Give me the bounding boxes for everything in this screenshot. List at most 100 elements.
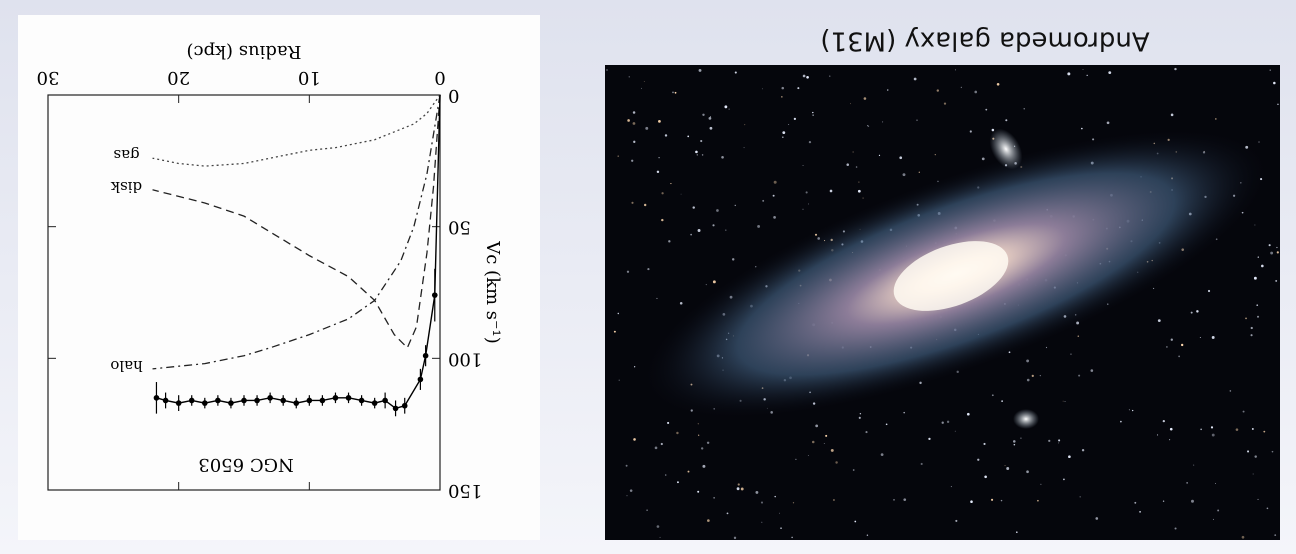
star: [782, 136, 784, 138]
star: [803, 209, 804, 210]
star: [668, 240, 670, 242]
curve-label: halo: [110, 357, 142, 375]
star: [710, 116, 711, 117]
star: [706, 284, 707, 285]
star: [985, 109, 987, 111]
star: [1191, 500, 1194, 503]
star: [1230, 390, 1232, 392]
star: [1236, 428, 1239, 431]
star: [1001, 500, 1002, 501]
star: [916, 120, 917, 121]
curve-label: gas: [113, 146, 139, 164]
curve-label: disk: [110, 178, 142, 196]
star: [1269, 244, 1271, 246]
star: [757, 225, 760, 228]
star: [680, 302, 683, 305]
star: [619, 380, 620, 381]
star: [1275, 280, 1277, 282]
star: [1083, 69, 1084, 70]
star: [1026, 360, 1029, 363]
star: [725, 229, 726, 230]
star: [1254, 455, 1256, 457]
star: [690, 234, 692, 236]
star: [961, 87, 962, 88]
star: [676, 432, 678, 434]
star: [1258, 499, 1259, 500]
star: [1254, 225, 1255, 226]
star: [618, 313, 619, 314]
star: [967, 413, 970, 416]
star: [735, 71, 737, 73]
star: [744, 147, 745, 148]
star: [1005, 465, 1006, 466]
star: [657, 525, 660, 528]
star: [1067, 72, 1070, 75]
star: [825, 435, 827, 437]
star: [856, 166, 858, 168]
star: [970, 130, 972, 132]
star: [1166, 346, 1167, 347]
star: [903, 412, 905, 414]
x-axis-label: Radius (kpc): [186, 41, 301, 62]
star: [735, 205, 736, 206]
star: [797, 87, 799, 89]
star: [1252, 428, 1254, 430]
star: [1217, 509, 1219, 511]
star: [867, 125, 868, 126]
star: [761, 522, 762, 523]
star: [631, 160, 633, 162]
star: [806, 191, 808, 193]
star: [1272, 451, 1274, 453]
star: [947, 421, 949, 423]
star: [702, 154, 703, 155]
star: [1134, 502, 1136, 504]
star: [984, 475, 987, 478]
star: [1087, 75, 1088, 76]
star: [824, 443, 825, 444]
star: [1063, 479, 1065, 481]
chart-title: NGC 6503: [198, 454, 293, 475]
star: [627, 119, 630, 122]
star: [881, 453, 884, 456]
star: [761, 501, 763, 503]
star: [614, 331, 616, 333]
star: [782, 131, 785, 134]
star: [982, 157, 985, 160]
star: [641, 88, 642, 89]
star: [853, 469, 855, 471]
star: [741, 488, 744, 491]
star: [647, 268, 649, 270]
x-tick-label: 0: [434, 67, 445, 88]
star: [709, 117, 712, 120]
star: [794, 118, 796, 120]
star: [1080, 496, 1081, 497]
star: [977, 459, 979, 461]
star: [806, 76, 809, 79]
star: [791, 537, 793, 539]
star: [1027, 379, 1030, 382]
star: [793, 502, 794, 503]
star: [886, 423, 888, 425]
star: [713, 497, 714, 498]
star: [1132, 410, 1133, 411]
star: [1016, 531, 1018, 533]
star: [644, 204, 646, 206]
y-axis-label: Vc (km s⁻¹): [482, 240, 503, 344]
star: [1178, 356, 1180, 358]
star: [835, 461, 837, 463]
star: [698, 435, 699, 436]
star: [1058, 439, 1060, 441]
star: [1258, 256, 1259, 257]
star: [627, 495, 628, 496]
star: [1082, 449, 1084, 451]
star: [1261, 265, 1264, 268]
star: [863, 198, 864, 199]
star: [854, 521, 856, 523]
star: [672, 92, 674, 94]
star: [833, 499, 835, 501]
star: [1095, 517, 1098, 520]
star: [713, 280, 716, 283]
star: [1270, 252, 1273, 255]
star: [656, 298, 657, 299]
star: [812, 112, 813, 113]
